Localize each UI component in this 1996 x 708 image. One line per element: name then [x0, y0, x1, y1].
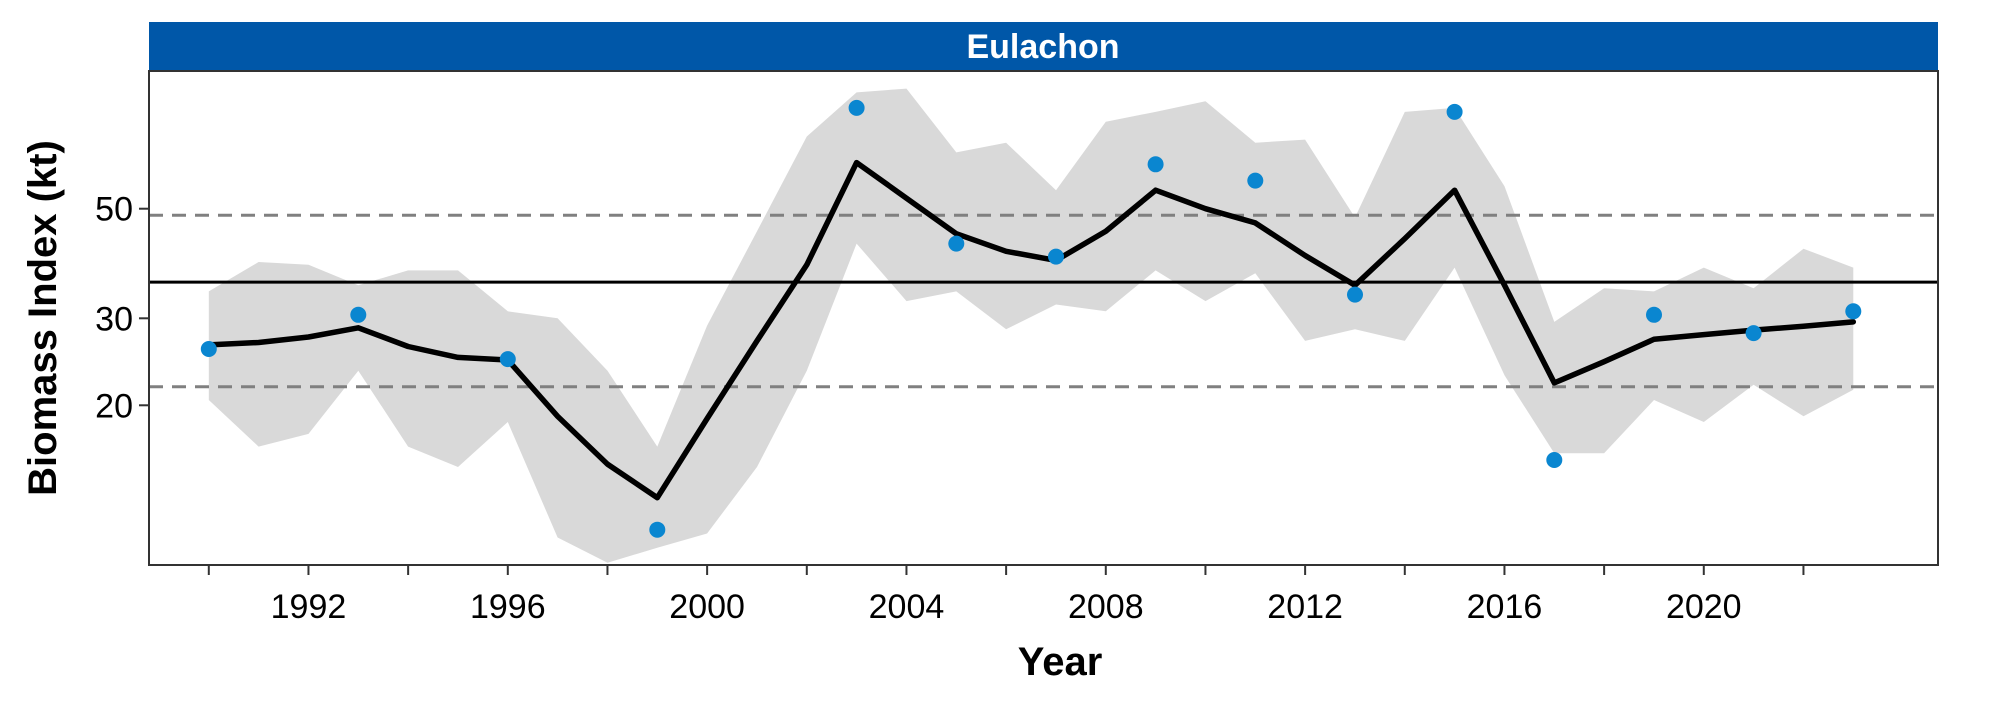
- x-tick-label: 1996: [470, 588, 546, 626]
- y-axis-title: Biomass Index (kt): [21, 140, 65, 496]
- data-point: [1845, 303, 1862, 320]
- data-point: [1147, 156, 1164, 173]
- uncertainty-band: [208, 88, 1854, 563]
- data-point: [948, 235, 965, 252]
- x-tick-label: 2012: [1267, 588, 1343, 626]
- x-tick-label: 2004: [869, 588, 945, 626]
- data-point: [1546, 452, 1563, 468]
- y-tick-label: 50: [95, 191, 133, 229]
- data-point: [1646, 306, 1662, 323]
- data-point: [1247, 172, 1264, 189]
- y-tick-label: 30: [95, 300, 133, 338]
- panel-title: Eulachon: [966, 28, 1119, 66]
- data-point: [499, 351, 516, 368]
- data-point: [1745, 325, 1762, 342]
- y-tick-label: 20: [95, 387, 133, 425]
- plot-area: [149, 88, 1938, 563]
- trend-line: [206, 159, 1857, 501]
- data-point: [1347, 286, 1363, 303]
- data-point: [1048, 248, 1064, 265]
- data-point: [350, 306, 367, 323]
- x-tick-label: 2016: [1467, 588, 1543, 626]
- x-tick-label: 2000: [669, 588, 745, 626]
- data-point: [1446, 103, 1463, 120]
- panel-strip: [149, 22, 1938, 71]
- x-tick-label: 2020: [1666, 588, 1742, 626]
- data-point: [200, 341, 217, 357]
- data-point: [848, 99, 865, 116]
- data-point: [649, 521, 666, 538]
- x-tick-label: 2008: [1068, 588, 1144, 626]
- x-axis-title: Year: [1018, 640, 1103, 684]
- x-tick-label: 1992: [271, 588, 347, 626]
